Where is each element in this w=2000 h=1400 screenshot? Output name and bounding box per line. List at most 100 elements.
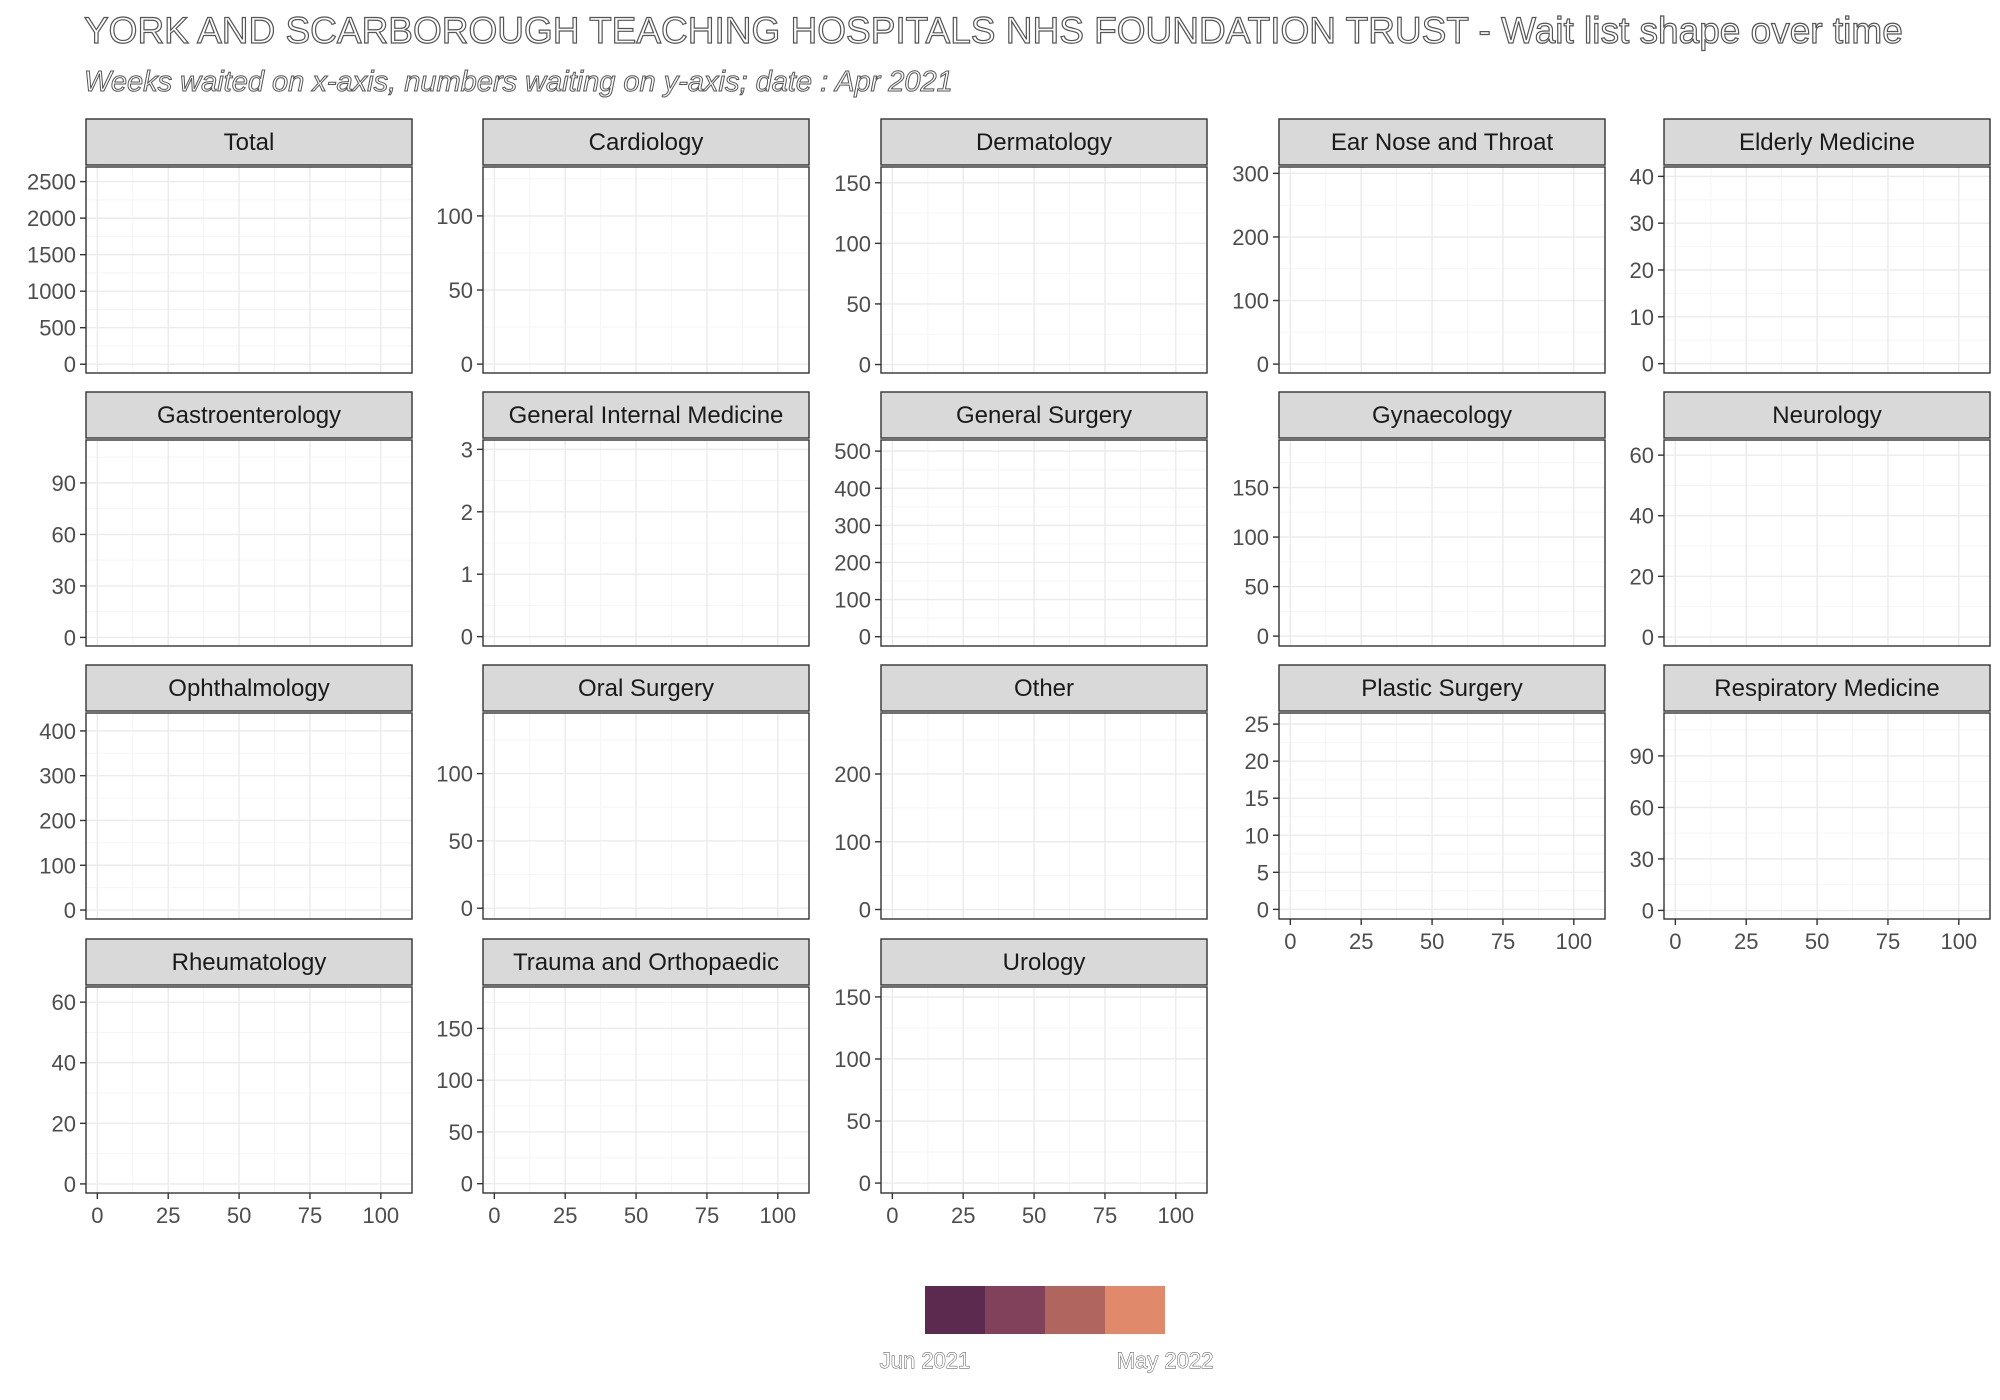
y-tick-label: 50: [1245, 575, 1269, 600]
facet-strip-elderly-medicine: [1663, 118, 1991, 166]
facet-label-gastroenterology: Gastroenterology: [157, 402, 341, 429]
facet-label-general-surgery: General Surgery: [956, 402, 1132, 429]
x-tick-label: 75: [1093, 1203, 1117, 1228]
panel-border-trauma-and-orthopaedic: [482, 986, 810, 1194]
panel-background-gastroenterology: [86, 440, 412, 646]
x-tick-label: 25: [1734, 929, 1758, 954]
y-tick-label: 200: [834, 550, 871, 575]
y-tick-label: 30: [1630, 211, 1654, 236]
y-tick-label: 0: [64, 625, 76, 650]
y-tick-label: 0: [461, 352, 473, 377]
facet-panel-gynaecology: Gynaecology 0 50 100 150: [1232, 391, 1606, 649]
y-tick-label: 0: [859, 625, 871, 650]
y-tick-label: 2000: [27, 206, 76, 231]
panel-background-cardiology: [483, 167, 809, 373]
y-tick-label: 150: [436, 1016, 473, 1041]
facet-label-respiratory-medicine: Respiratory Medicine: [1714, 675, 1939, 702]
chart-title: YORK AND SCARBOROUGH TEACHING HOSPITALS …: [83, 9, 1903, 51]
y-tick-label: 20: [1245, 749, 1269, 774]
panel-border-general-surgery: [880, 439, 1208, 647]
facet-strip-ear-nose-and-throat: [1278, 118, 1606, 166]
x-tick-label: 25: [156, 1203, 180, 1228]
facet-panel-respiratory-medicine: Respiratory Medicine 0 30 60 90 0 25 50 75 100: [1630, 664, 1991, 954]
y-tick-label: 40: [1630, 504, 1654, 529]
x-tick-label: 0: [1669, 929, 1681, 954]
y-tick-label: 90: [1630, 744, 1654, 769]
panel-background-trauma-and-orthopaedic: [483, 987, 809, 1193]
y-tick-label: 0: [64, 898, 76, 923]
y-tick-label: 300: [1232, 161, 1269, 186]
facet-strip-dermatology: [880, 118, 1208, 166]
y-tick-label: 30: [1630, 847, 1654, 872]
legend-swatch: [1105, 1286, 1165, 1334]
y-tick-label: 100: [436, 762, 473, 787]
x-tick-label: 50: [624, 1203, 648, 1228]
panel-border-gynaecology: [1278, 439, 1606, 647]
y-tick-label: 100: [834, 1047, 871, 1072]
y-tick-label: 0: [64, 1172, 76, 1197]
facet-strip-urology: [880, 938, 1208, 986]
y-tick-label: 10: [1245, 823, 1269, 848]
panel-border-oral-surgery: [482, 712, 810, 920]
y-tick-label: 20: [1630, 564, 1654, 589]
facet-strip-plastic-surgery: [1278, 664, 1606, 712]
legend-swatch: [925, 1286, 985, 1334]
x-tick-label: 0: [1284, 929, 1296, 954]
facet-panel-ear-nose-and-throat: Ear Nose and Throat 0 100 200 300: [1232, 118, 1606, 377]
y-tick-label: 10: [1630, 305, 1654, 330]
facet-label-other: Other: [1014, 675, 1074, 702]
x-tick-label: 100: [1940, 929, 1977, 954]
facet-strip-rheumatology: [85, 938, 413, 986]
x-tick-label: 25: [553, 1203, 577, 1228]
y-tick-label: 0: [1257, 352, 1269, 377]
legend: Jun 2021 May 2022: [879, 1286, 1214, 1373]
panel-border-ear-nose-and-throat: [1278, 166, 1606, 374]
y-tick-label: 2: [461, 500, 473, 525]
x-tick-label: 50: [227, 1203, 251, 1228]
facet-panel-dermatology: Dermatology 0 50 100 150: [834, 118, 1208, 378]
y-tick-label: 3: [461, 437, 473, 462]
y-tick-label: 0: [461, 625, 473, 650]
facet-panel-other: Other 0 100 200: [834, 664, 1208, 923]
y-tick-label: 0: [1642, 352, 1654, 377]
panel-border-neurology: [1663, 439, 1991, 647]
panel-background-other: [881, 713, 1207, 919]
facet-label-cardiology: Cardiology: [589, 129, 704, 156]
y-tick-label: 2500: [27, 170, 76, 195]
panel-background-respiratory-medicine: [1664, 713, 1990, 919]
y-tick-label: 60: [1630, 443, 1654, 468]
facet-strip-general-internal-medicine: [482, 391, 810, 439]
y-tick-label: 500: [834, 439, 871, 464]
y-tick-label: 300: [834, 513, 871, 538]
facet-strip-respiratory-medicine: [1663, 664, 1991, 712]
y-tick-label: 100: [39, 853, 76, 878]
x-tick-label: 50: [1420, 929, 1444, 954]
y-tick-label: 200: [39, 808, 76, 833]
facet-strip-gastroenterology: [85, 391, 413, 439]
x-tick-label: 100: [1157, 1203, 1194, 1228]
panel-background-rheumatology: [86, 987, 412, 1193]
y-tick-label: 0: [859, 898, 871, 923]
panel-border-plastic-surgery: [1278, 712, 1606, 920]
panel-background-general-surgery: [881, 440, 1207, 646]
y-tick-label: 400: [39, 719, 76, 744]
y-tick-label: 0: [859, 1171, 871, 1196]
y-tick-label: 1000: [27, 279, 76, 304]
facet-label-neurology: Neurology: [1772, 402, 1881, 429]
chart-subtitle: Weeks waited on x-axis, numbers waiting …: [84, 66, 954, 99]
panel-border-ophthalmology: [85, 712, 413, 920]
facet-strip-general-surgery: [880, 391, 1208, 439]
panel-background-total: [86, 167, 412, 373]
facet-panel-cardiology: Cardiology 0 50 100: [436, 118, 810, 377]
y-tick-label: 100: [1232, 525, 1269, 550]
facet-panel-general-surgery: General Surgery 0 100 200 300 400 500: [834, 391, 1208, 650]
y-tick-label: 100: [1232, 289, 1269, 314]
y-tick-label: 25: [1245, 712, 1269, 737]
panel-border-urology: [880, 986, 1208, 1194]
y-tick-label: 5: [1257, 860, 1269, 885]
panel-border-respiratory-medicine: [1663, 712, 1991, 920]
y-tick-label: 0: [1642, 625, 1654, 650]
facet-strip-cardiology: [482, 118, 810, 166]
y-tick-label: 20: [1630, 258, 1654, 283]
